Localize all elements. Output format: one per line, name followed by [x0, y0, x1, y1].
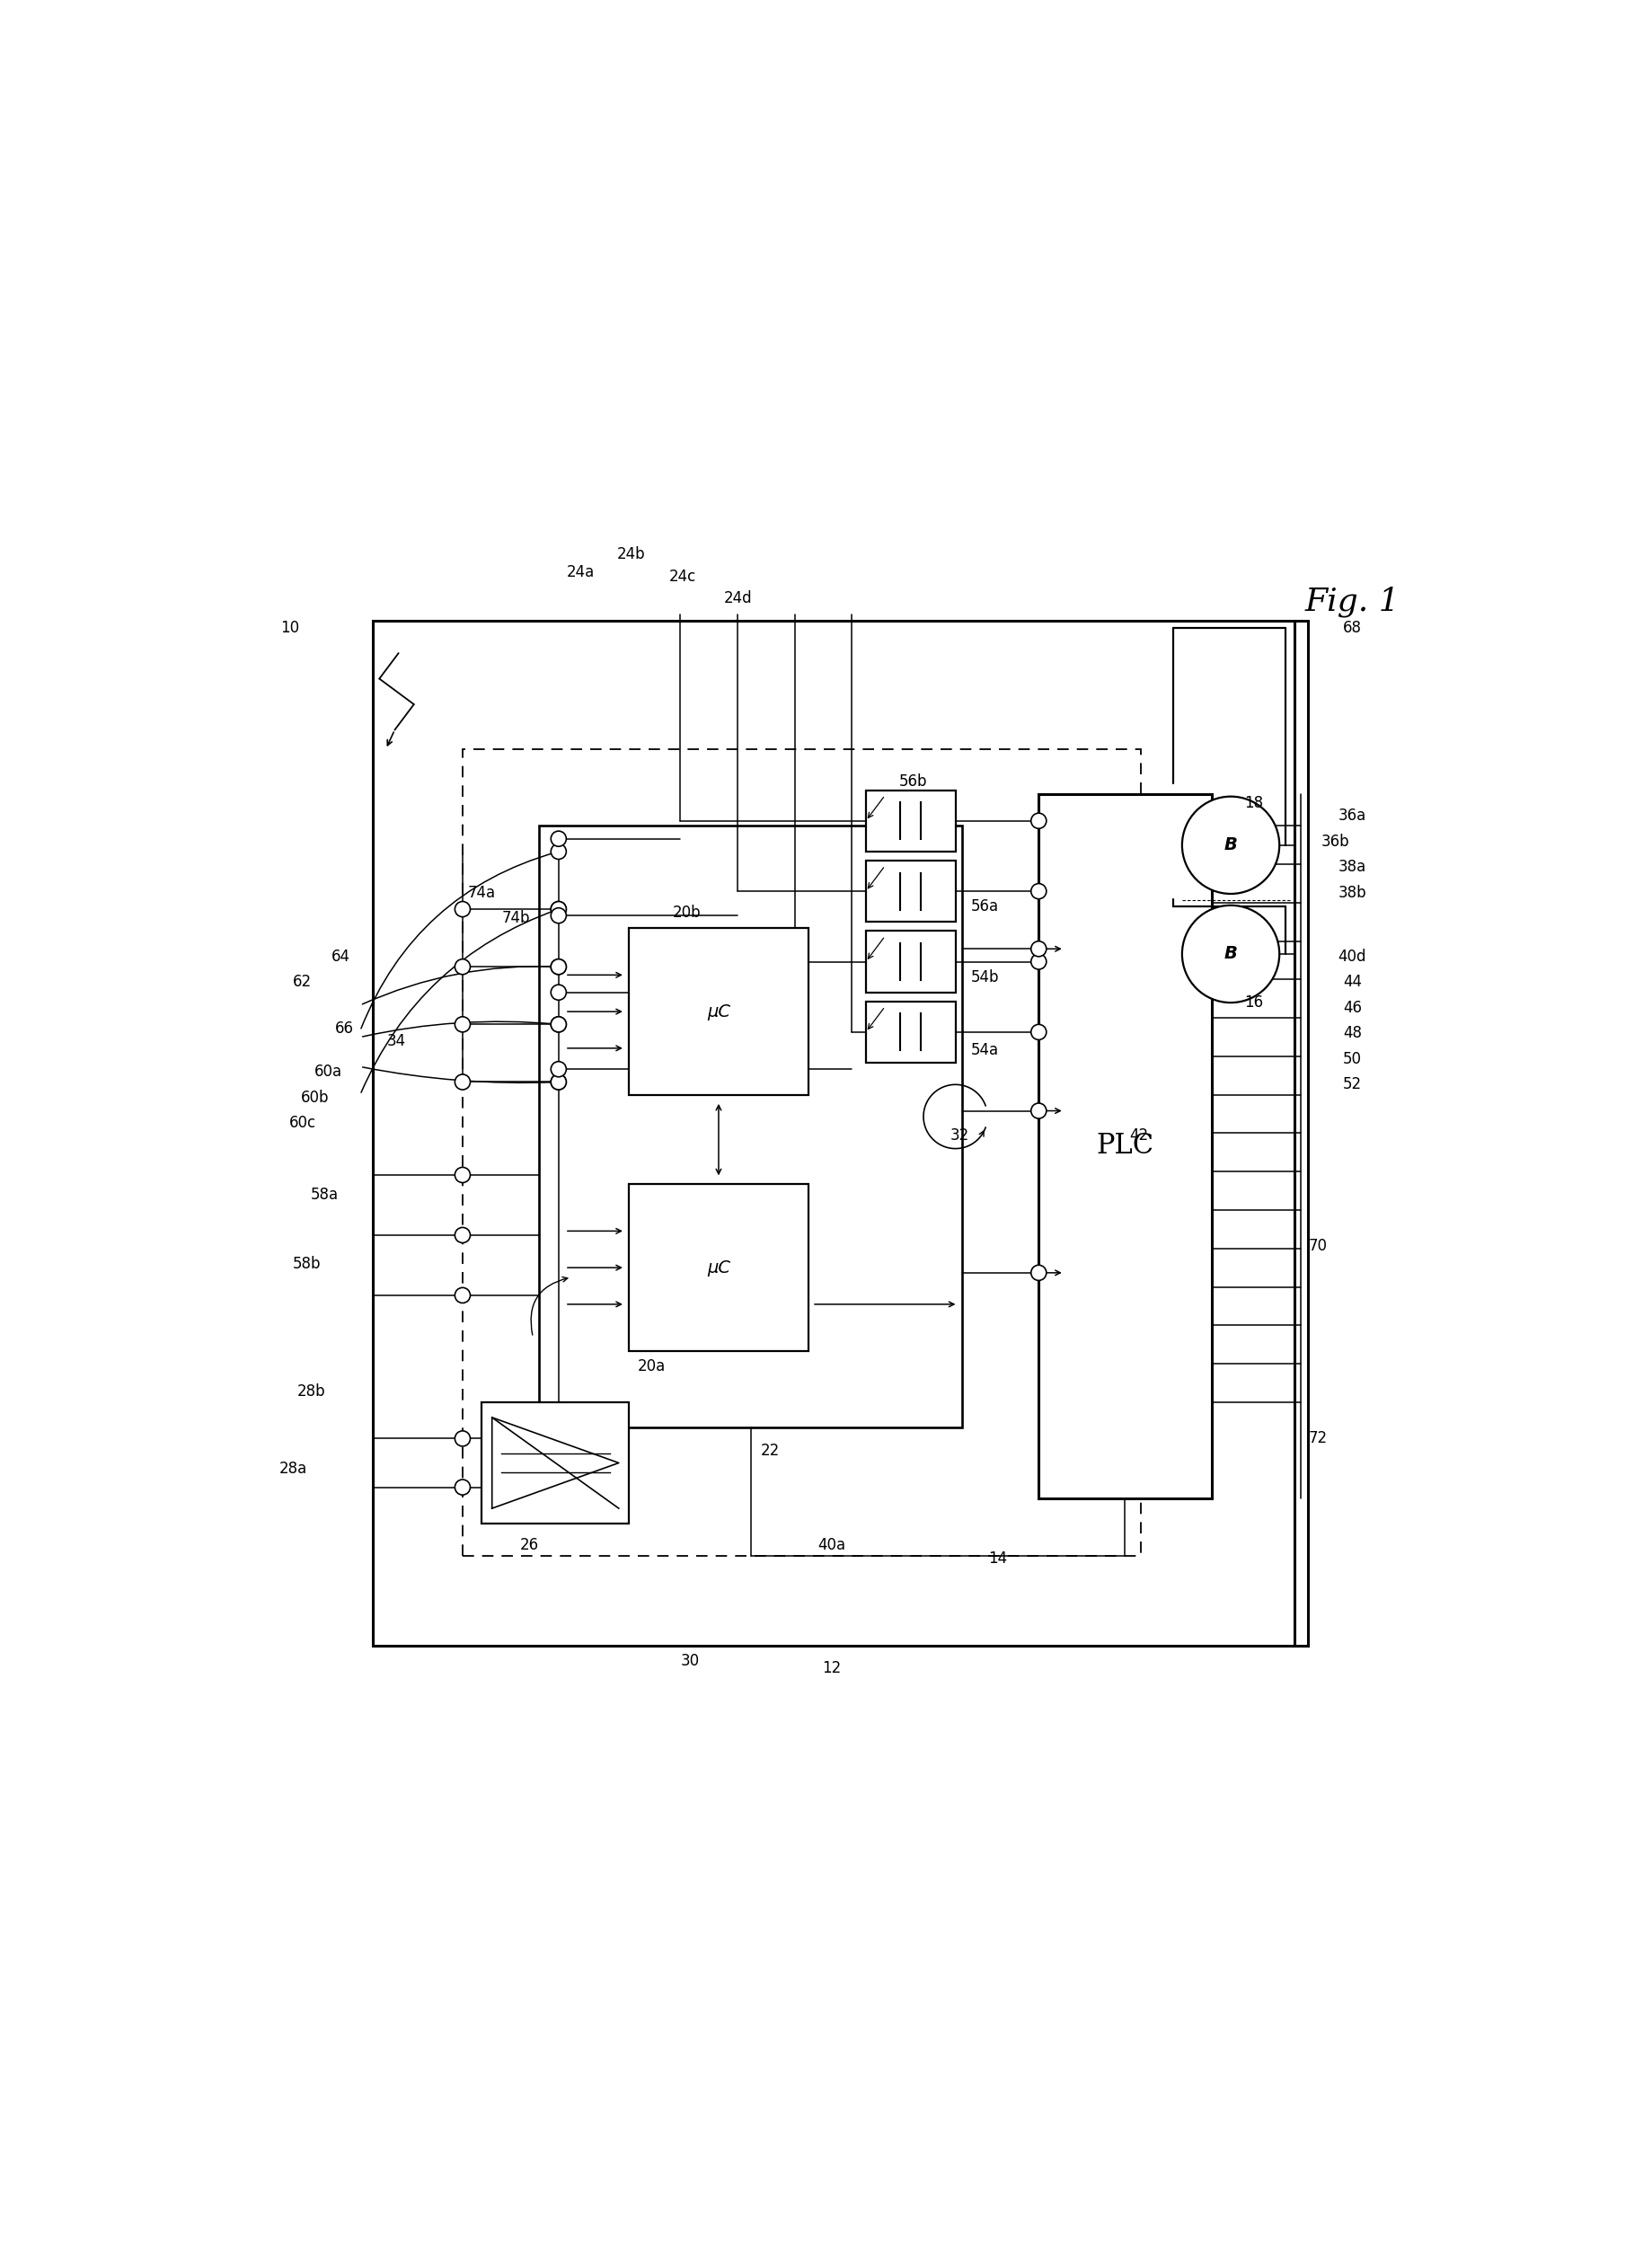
Text: 38a: 38a [1338, 859, 1366, 875]
Text: 22: 22 [760, 1443, 780, 1459]
Text: 62: 62 [292, 974, 312, 990]
Circle shape [1031, 954, 1046, 969]
Circle shape [454, 1075, 471, 1091]
Circle shape [454, 1227, 471, 1243]
Text: 40a: 40a [818, 1537, 846, 1553]
Circle shape [550, 1061, 567, 1077]
Text: 24b: 24b [618, 548, 646, 563]
Text: 58b: 58b [292, 1257, 320, 1272]
Bar [866, 931, 955, 992]
Text: 30: 30 [681, 1652, 700, 1670]
Text: 66: 66 [335, 1021, 354, 1037]
Text: 36b: 36b [1322, 833, 1350, 850]
Bar [482, 1402, 629, 1524]
Text: 14: 14 [988, 1551, 1008, 1566]
Text: 56a: 56a [971, 898, 999, 916]
Circle shape [550, 909, 567, 922]
Text: 46: 46 [1343, 999, 1361, 1017]
Text: 60a: 60a [314, 1064, 342, 1079]
Text: 32: 32 [950, 1129, 968, 1144]
Text: B: B [1224, 945, 1237, 963]
Text: 12: 12 [821, 1661, 841, 1676]
Circle shape [454, 1432, 471, 1445]
Text: B: B [1224, 837, 1237, 853]
Circle shape [1031, 1266, 1046, 1281]
Text: 74b: 74b [502, 911, 530, 927]
Circle shape [550, 1075, 567, 1091]
Bar [1039, 794, 1211, 1499]
Circle shape [550, 958, 567, 974]
Text: 34: 34 [387, 1032, 405, 1050]
Circle shape [550, 1017, 567, 1032]
Circle shape [550, 1017, 567, 1032]
Circle shape [454, 958, 471, 974]
Circle shape [550, 830, 567, 846]
Circle shape [1031, 812, 1046, 828]
Circle shape [1183, 904, 1279, 1003]
Text: 16: 16 [1244, 994, 1264, 1010]
Bar [373, 622, 1308, 1645]
Bar [629, 1185, 808, 1351]
Text: 72: 72 [1308, 1429, 1327, 1445]
Text: 24c: 24c [669, 568, 697, 583]
Text: 60c: 60c [289, 1115, 316, 1131]
Circle shape [550, 958, 567, 974]
Text: 40d: 40d [1338, 949, 1366, 965]
Circle shape [550, 985, 567, 1001]
Text: 24d: 24d [724, 590, 752, 606]
Circle shape [454, 1167, 471, 1183]
Circle shape [1031, 1026, 1046, 1039]
Text: 28b: 28b [297, 1385, 325, 1400]
Bar [629, 929, 808, 1095]
Text: 42: 42 [1128, 1129, 1148, 1144]
Circle shape [1031, 1104, 1046, 1118]
Circle shape [550, 844, 567, 859]
Bar [463, 749, 1142, 1555]
Text: 38b: 38b [1338, 884, 1366, 900]
Circle shape [550, 1075, 567, 1091]
Bar [539, 826, 961, 1427]
Bar [866, 1001, 955, 1064]
Text: 50: 50 [1343, 1050, 1361, 1068]
Text: 24a: 24a [567, 563, 595, 581]
Text: 68: 68 [1343, 619, 1361, 635]
Circle shape [550, 902, 567, 918]
Text: 60b: 60b [301, 1088, 329, 1106]
Text: 52: 52 [1343, 1077, 1361, 1093]
Text: μC: μC [707, 1003, 730, 1021]
Circle shape [454, 1017, 471, 1032]
Text: PLC: PLC [1097, 1133, 1153, 1160]
Circle shape [1031, 884, 1046, 900]
Bar [866, 859, 955, 922]
Text: 48: 48 [1343, 1026, 1361, 1041]
Text: 10: 10 [281, 619, 299, 635]
Text: 28a: 28a [279, 1461, 307, 1477]
Text: 26: 26 [520, 1537, 539, 1553]
Circle shape [454, 1288, 471, 1304]
Text: μC: μC [707, 1259, 730, 1277]
Text: 64: 64 [332, 949, 350, 965]
Text: 54b: 54b [971, 969, 999, 985]
Circle shape [550, 902, 567, 918]
Text: 44: 44 [1343, 974, 1361, 990]
Circle shape [454, 1479, 471, 1495]
Text: 18: 18 [1244, 794, 1264, 810]
Text: Fig. 1: Fig. 1 [1305, 586, 1399, 617]
Circle shape [1031, 940, 1046, 956]
Circle shape [454, 902, 471, 918]
Bar [866, 790, 955, 850]
Text: 58a: 58a [311, 1187, 339, 1203]
Circle shape [1183, 797, 1279, 893]
Text: 56b: 56b [899, 772, 927, 790]
Text: 20a: 20a [638, 1358, 666, 1373]
Text: 20b: 20b [672, 904, 700, 920]
Text: 54a: 54a [971, 1041, 999, 1059]
Text: 36a: 36a [1338, 808, 1366, 824]
Text: 74a: 74a [468, 884, 496, 900]
Text: 70: 70 [1308, 1239, 1327, 1254]
